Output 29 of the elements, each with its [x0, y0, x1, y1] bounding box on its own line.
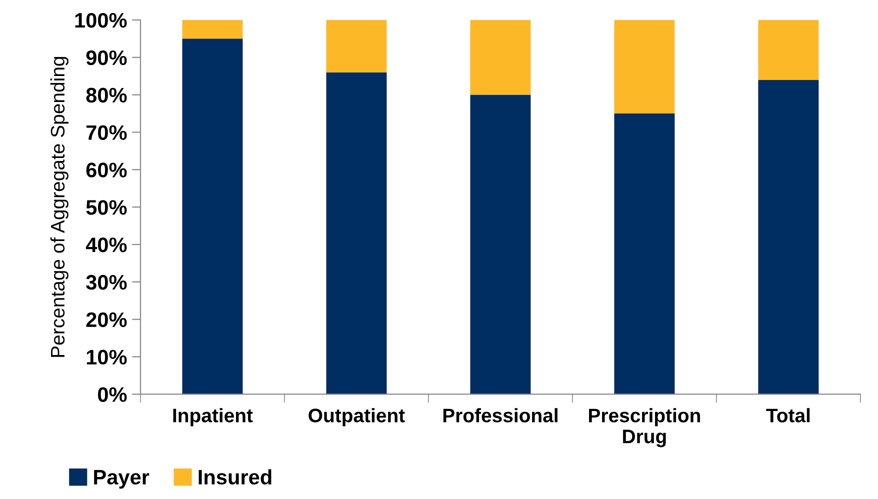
y-tick-label: 0% — [98, 387, 127, 402]
y-tick-label: 30% — [86, 274, 127, 290]
x-tick-label: Professional — [443, 408, 558, 422]
y-tick-label: 90% — [86, 50, 127, 66]
bar — [182, 20, 243, 39]
bar — [614, 20, 675, 114]
bar — [326, 20, 387, 72]
bar — [758, 80, 819, 394]
legend-label: Payer — [94, 470, 150, 489]
y-axis-title: Percentage of Aggregate Spending — [50, 56, 68, 357]
y-tick-label: 70% — [86, 125, 127, 140]
y-tick-label: 80% — [86, 88, 127, 103]
bar — [326, 72, 387, 394]
x-tick-label: Outpatient — [308, 408, 405, 426]
x-tick-label: Inpatient — [173, 408, 253, 426]
x-tick-label: Total — [766, 408, 810, 422]
y-tick-label: 20% — [86, 312, 127, 328]
bar — [758, 20, 819, 80]
bar — [182, 38, 243, 394]
y-tick-label: 50% — [86, 200, 127, 215]
bar — [614, 114, 675, 394]
y-tick-label: 60% — [86, 162, 127, 178]
bar — [470, 20, 531, 95]
y-tick-label: 40% — [86, 238, 127, 252]
bar — [470, 94, 531, 394]
legend-label: Insured — [198, 469, 272, 485]
y-tick-label: 100% — [75, 12, 127, 28]
y-tick-label: 10% — [86, 350, 127, 365]
x-tick-label: Prescription Drug — [589, 408, 700, 448]
